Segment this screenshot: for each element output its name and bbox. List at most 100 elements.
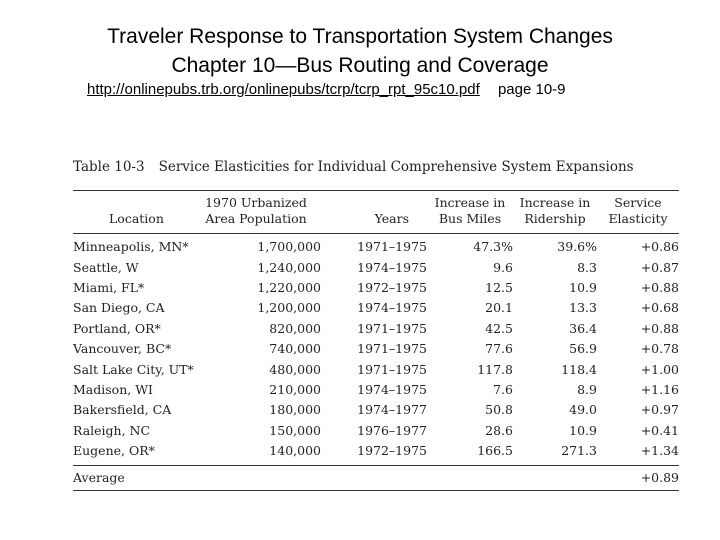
cell-years: 1974–1975 — [357, 259, 427, 275]
cell-location: Bakersfield, CA — [73, 402, 172, 418]
cell-bus-miles: 47.3% — [473, 239, 513, 255]
cell-population: 480,000 — [269, 361, 321, 377]
source-line: http://onlinepubs.trb.org/onlinepubs/tcr… — [87, 80, 566, 100]
cell-population: 820,000 — [269, 320, 321, 336]
cell-years: 1971–1975 — [357, 239, 427, 255]
cell-ridership: 8.9 — [577, 381, 597, 397]
cell-ridership: 39.6% — [557, 239, 597, 255]
cell-location: Seattle, W — [73, 259, 139, 275]
table-header-row: Location 1970 Urbanized Area Population Y… — [73, 191, 679, 233]
elasticity-table: Table 10-3 Service Elasticities for Indiv… — [73, 157, 679, 492]
cell-bus-miles: 20.1 — [485, 300, 513, 316]
cell-ridership: 49.0 — [569, 402, 597, 418]
cell-years: 1972–1975 — [357, 279, 427, 295]
table-row: Portland, OR* 820,000 1971–1975 42.5 36.4 +0.… — [73, 319, 679, 339]
cell-bus-miles: 12.5 — [485, 279, 513, 295]
header-elasticity: Service Elasticity — [608, 195, 668, 226]
cell-elasticity: +0.88 — [640, 279, 679, 295]
cell-years: 1971–1975 — [357, 320, 427, 336]
average-value: +0.89 — [640, 470, 679, 486]
cell-ridership: 271.3 — [561, 443, 597, 459]
table-row: Madison, WI 210,000 1974–1975 7.6 8.9 +1.16 — [73, 380, 679, 400]
table-row: Eugene, OR* 140,000 1972–1975 166.5 271.3 +1.… — [73, 441, 679, 461]
cell-bus-miles: 42.5 — [485, 320, 513, 336]
cell-location: Salt Lake City, UT* — [73, 361, 194, 377]
table-caption: Table 10-3 Service Elasticities for Indiv… — [73, 157, 679, 177]
cell-bus-miles: 166.5 — [477, 443, 513, 459]
cell-years: 1974–1975 — [357, 381, 427, 397]
cell-location: Vancouver, BC* — [73, 341, 172, 357]
table-row: Vancouver, BC* 740,000 1971–1975 77.6 56.9 +0… — [73, 339, 679, 359]
cell-bus-miles: 7.6 — [493, 381, 513, 397]
cell-population: 1,240,000 — [257, 259, 321, 275]
cell-elasticity: +0.86 — [640, 239, 679, 255]
table-body: Minneapolis, MN* 1,700,000 1971–1975 47.3% 3… — [73, 234, 679, 465]
cell-years: 1976–1977 — [357, 422, 427, 438]
cell-elasticity: +0.78 — [640, 341, 679, 357]
cell-ridership: 8.3 — [577, 259, 597, 275]
cell-elasticity: +1.00 — [640, 361, 679, 377]
table-row: Raleigh, NC 150,000 1976–1977 28.6 10.9 +0.41 — [73, 421, 679, 441]
cell-location: Portland, OR* — [73, 320, 161, 336]
slide-title-line-1: Traveler Response to Transportation Syst… — [107, 25, 613, 48]
cell-bus-miles: 117.8 — [477, 361, 513, 377]
table-bottom-rule — [73, 490, 679, 492]
cell-population: 150,000 — [269, 422, 321, 438]
cell-years: 1974–1977 — [357, 402, 427, 418]
cell-ridership: 10.9 — [569, 279, 597, 295]
table-body-rule — [73, 465, 679, 467]
cell-elasticity: +0.88 — [640, 320, 679, 336]
header-location: Location — [109, 211, 164, 226]
cell-elasticity: +0.41 — [640, 422, 679, 438]
cell-population: 140,000 — [269, 443, 321, 459]
cell-ridership: 13.3 — [569, 300, 597, 316]
cell-elasticity: +0.97 — [640, 402, 679, 418]
cell-population: 740,000 — [269, 341, 321, 357]
cell-bus-miles: 77.6 — [485, 341, 513, 357]
cell-location: Raleigh, NC — [73, 422, 151, 438]
average-label: Average — [73, 470, 125, 486]
cell-elasticity: +0.87 — [640, 259, 679, 275]
cell-years: 1972–1975 — [357, 443, 427, 459]
header-population: 1970 Urbanized Area Population — [205, 195, 307, 226]
cell-location: San Diego, CA — [73, 300, 165, 316]
header-ridership: Increase in Ridership — [519, 195, 591, 226]
cell-ridership: 118.4 — [561, 361, 597, 377]
table-average-row: Average +0.89 — [73, 466, 679, 490]
cell-ridership: 56.9 — [569, 341, 597, 357]
cell-population: 1,200,000 — [257, 300, 321, 316]
cell-years: 1971–1975 — [357, 341, 427, 357]
cell-years: 1974–1975 — [357, 300, 427, 316]
cell-bus-miles: 28.6 — [485, 422, 513, 438]
table-header-rule — [73, 233, 679, 234]
cell-ridership: 36.4 — [569, 320, 597, 336]
table-row: Bakersfield, CA 180,000 1974–1977 50.8 49.0 +… — [73, 400, 679, 420]
cell-population: 180,000 — [269, 402, 321, 418]
cell-location: Minneapolis, MN* — [73, 239, 189, 255]
cell-years: 1971–1975 — [357, 361, 427, 377]
table-row: Seattle, W 1,240,000 1974–1975 9.6 8.3 +0.87 — [73, 257, 679, 277]
cell-elasticity: +1.34 — [640, 443, 679, 459]
cell-population: 1,220,000 — [257, 279, 321, 295]
source-link[interactable]: http://onlinepubs.trb.org/onlinepubs/tcr… — [87, 81, 480, 98]
table-row: Minneapolis, MN* 1,700,000 1971–1975 47.3% 3… — [73, 237, 679, 257]
cell-bus-miles: 9.6 — [493, 259, 513, 275]
table-number: Table 10-3 — [73, 159, 145, 175]
cell-elasticity: +0.68 — [640, 300, 679, 316]
cell-location: Eugene, OR* — [73, 443, 155, 459]
cell-bus-miles: 50.8 — [485, 402, 513, 418]
table-row: San Diego, CA 1,200,000 1974–1975 20.1 13.3 +… — [73, 298, 679, 318]
cell-location: Madison, WI — [73, 381, 153, 397]
table-row: Salt Lake City, UT* 480,000 1971–1975 117.8… — [73, 359, 679, 379]
cell-elasticity: +1.16 — [640, 381, 679, 397]
slide-title-line-2: Chapter 10—Bus Routing and Coverage — [171, 54, 549, 77]
header-bus-miles: Increase in Bus Miles — [434, 195, 506, 226]
page-reference: page 10-9 — [497, 81, 566, 98]
cell-ridership: 10.9 — [569, 422, 597, 438]
table-top-rule — [73, 190, 679, 191]
table-row: Miami, FL* 1,220,000 1972–1975 12.5 10.9 +0.8… — [73, 278, 679, 298]
header-years: Years — [374, 211, 409, 226]
table-caption-text: Service Elasticities for Individual Comp… — [158, 159, 634, 175]
cell-location: Miami, FL* — [73, 279, 145, 295]
cell-population: 210,000 — [269, 381, 321, 397]
